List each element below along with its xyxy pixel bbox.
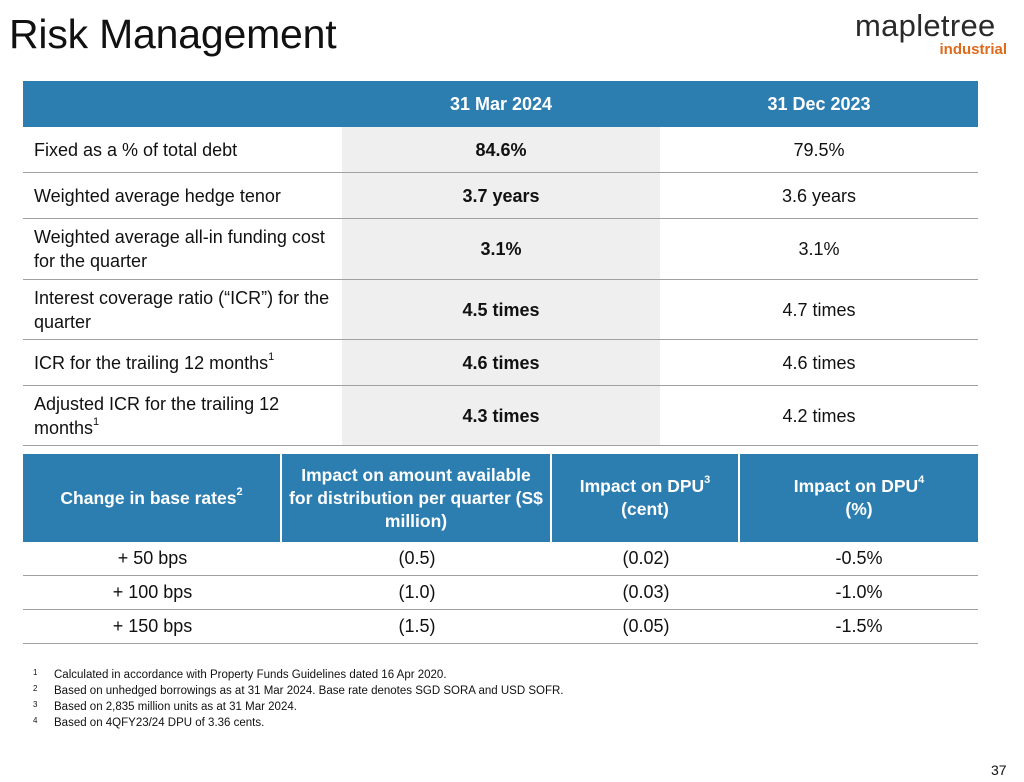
- cell-dpu-percent: -0.5%: [835, 548, 883, 568]
- row-label: Fixed as a % of total debt: [34, 139, 238, 160]
- cell-distribution-impact: (1.5): [398, 616, 436, 636]
- value-current: 3.1%: [342, 219, 660, 279]
- value-previous: 79.5%: [793, 139, 845, 160]
- value-previous: 4.6 times: [782, 352, 856, 373]
- cell-dpu-percent: -1.0%: [835, 582, 883, 602]
- row-label: ICR for the trailing 12 months1: [34, 350, 275, 373]
- footnote-text: Calculated in accordance with Property F…: [54, 669, 447, 681]
- footnote-number: 3: [33, 700, 38, 709]
- footnote: 1 Calculated in accordance with Property…: [33, 667, 563, 683]
- value-current: 4.6 times: [342, 340, 660, 385]
- cell-rate-change: + 50 bps: [117, 548, 188, 568]
- footnote-number: 2: [33, 684, 38, 693]
- footnote: 3 Based on 2,835 million units as at 31 …: [33, 699, 563, 715]
- footnote-text: Based on unhedged borrowings as at 31 Ma…: [54, 685, 564, 697]
- value-previous: 4.2 times: [782, 405, 856, 426]
- row-label: Weighted average hedge tenor: [34, 185, 281, 206]
- table-row: Adjusted ICR for the trailing 12 months1…: [23, 386, 978, 446]
- value-previous: 3.6 years: [781, 185, 857, 206]
- table-row: + 150 bps (1.5) (0.05) -1.5%: [23, 610, 978, 644]
- value-current: 4.3 times: [342, 386, 660, 445]
- header-impact-on-dpu-cent: Impact on DPU3 (cent): [552, 454, 740, 542]
- cell-dpu-percent: -1.5%: [835, 616, 883, 636]
- table-row: + 100 bps (1.0) (0.03) -1.0%: [23, 576, 978, 610]
- footnote-number: 4: [33, 716, 38, 725]
- cell-dpu-cent: (0.05): [622, 616, 670, 636]
- row-label: Weighted average all-in funding cost for…: [34, 227, 325, 271]
- value-previous: 4.7 times: [782, 299, 856, 320]
- footnote: 4 Based on 4QFY23/24 DPU of 3.36 cents.: [33, 715, 563, 731]
- footnote-ref: 3: [704, 474, 711, 487]
- cell-dpu-cent: (0.02): [622, 548, 670, 568]
- cell-rate-change: + 150 bps: [112, 616, 193, 636]
- table-row: Weighted average hedge tenor 3.7 years 3…: [23, 173, 978, 219]
- footnote-ref: 1: [268, 350, 275, 363]
- logo-wordmark: mapletree: [855, 8, 996, 43]
- footnote-ref: 4: [918, 474, 925, 487]
- table-row: Interest coverage ratio (“ICR”) for the …: [23, 280, 978, 340]
- sensitivity-header: Change in base rates2 Impact on amount a…: [23, 454, 978, 542]
- page-number: 37: [991, 762, 1007, 778]
- footnote-ref: 2: [236, 485, 243, 498]
- footnote: 2 Based on unhedged borrowings as at 31 …: [33, 683, 563, 699]
- logo-subtitle: industrial: [939, 41, 1007, 58]
- rate-sensitivity-table: Change in base rates2 Impact on amount a…: [23, 454, 978, 644]
- value-current: 84.6%: [342, 127, 660, 172]
- footnote-text: Based on 4QFY23/24 DPU of 3.36 cents.: [54, 717, 265, 729]
- key-metrics-header: 31 Mar 2024 31 Dec 2023: [23, 81, 978, 127]
- table-row: ICR for the trailing 12 months1 4.6 time…: [23, 340, 978, 386]
- header-31-mar-2024: 31 Mar 2024: [449, 93, 553, 114]
- header-31-dec-2023: 31 Dec 2023: [767, 93, 871, 114]
- header-label-col: [23, 81, 342, 127]
- header-impact-on-dpu-percent: Impact on DPU4 (%): [793, 474, 925, 519]
- value-previous: 3.1%: [798, 239, 840, 259]
- footnotes: 1 Calculated in accordance with Property…: [33, 667, 563, 731]
- value-current: 4.5 times: [342, 280, 660, 339]
- mapletree-logo: mapletree industrial: [855, 8, 1015, 64]
- footnote-ref: 1: [93, 415, 100, 428]
- footnote-number: 1: [33, 668, 38, 677]
- header-change-in-base-rates: Change in base rates2: [23, 454, 282, 542]
- header-impact-on-distribution: Impact on amount available for distribut…: [282, 454, 552, 542]
- page-title: Risk Management: [9, 11, 337, 57]
- row-label: Interest coverage ratio (“ICR”) for the …: [34, 287, 330, 332]
- row-label: Adjusted ICR for the trailing 12 months1: [34, 393, 280, 438]
- table-row: Fixed as a % of total debt 84.6% 79.5%: [23, 127, 978, 173]
- cell-dpu-cent: (0.03): [622, 582, 670, 602]
- table-row: Weighted average all-in funding cost for…: [23, 219, 978, 280]
- cell-rate-change: + 100 bps: [112, 582, 193, 602]
- table-row: + 50 bps (0.5) (0.02) -0.5%: [23, 542, 978, 576]
- cell-distribution-impact: (1.0): [398, 582, 436, 602]
- key-metrics-table: 31 Mar 2024 31 Dec 2023 Fixed as a % of …: [23, 81, 978, 446]
- value-current: 3.7 years: [342, 173, 660, 218]
- footnote-text: Based on 2,835 million units as at 31 Ma…: [54, 701, 297, 713]
- cell-distribution-impact: (0.5): [398, 548, 436, 568]
